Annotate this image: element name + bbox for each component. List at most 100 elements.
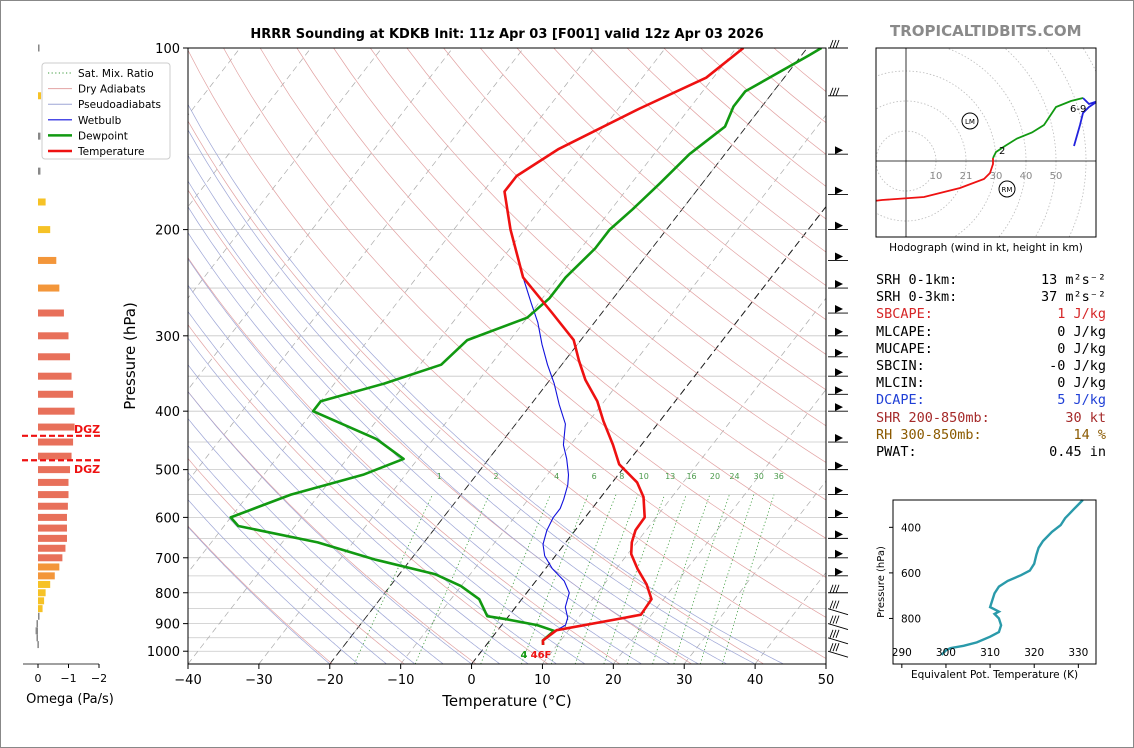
- legend-entry: Dewpoint: [78, 130, 128, 142]
- skewt-frame: [187, 47, 827, 665]
- isotherm-highlight: [471, 205, 826, 664]
- stat-value: 0.45 in: [1049, 444, 1106, 461]
- mixing-ratio-line: [721, 494, 775, 664]
- dry-adiabat: [259, 48, 826, 578]
- wind-barb: [827, 637, 849, 645]
- stats-panel: SRH 0-1km: 13 m²s⁻² SRH 0-3km: 37 m²s⁻² SBCA…: [876, 272, 1106, 461]
- thetae-x-label: Equivalent Pot. Temperature (K): [911, 669, 1078, 681]
- stat-label: DCAPE:: [876, 392, 925, 409]
- omega-bar: [38, 353, 71, 361]
- stat-row: MLCIN: 0 J/kg: [876, 375, 1106, 392]
- omega-bar: [38, 524, 67, 532]
- wind-barb-feather: [832, 39, 837, 49]
- wind-barb-feather: [835, 600, 840, 609]
- mixing-ratio-label: 20: [710, 472, 720, 481]
- pseudoadiabat: [188, 103, 784, 664]
- mixing-ratio-line: [652, 494, 711, 664]
- thetae-y-tick-label: 600: [901, 568, 921, 580]
- hodo-ring-label: 10: [930, 171, 943, 182]
- omega-bar: [38, 44, 40, 52]
- legend-entry: Temperature: [77, 146, 145, 158]
- wind-barb-feather: [835, 643, 840, 652]
- stat-label: SRH 0-1km:: [876, 272, 958, 288]
- wind-barb-feather: [832, 584, 837, 593]
- storm-marker-lm-label: LM: [965, 118, 975, 126]
- stat-label: MLCAPE:: [876, 323, 933, 340]
- stat-value: 0 J/kg: [1057, 340, 1106, 357]
- isotherm-highlight: [329, 48, 808, 664]
- stat-label: SBCIN:: [876, 358, 925, 375]
- hodo-ring-label: 21: [960, 171, 973, 182]
- y-tick-label: 200: [155, 224, 180, 239]
- mixing-ratio-label: 6: [592, 472, 597, 481]
- y-tick-label: 500: [155, 464, 180, 479]
- omega-bar: [38, 309, 64, 317]
- omega-bar: [38, 478, 69, 486]
- pseudoadiabat: [188, 206, 671, 664]
- omega-bar: [38, 390, 74, 398]
- omega-bar: [38, 372, 72, 380]
- y-tick-label: 400: [155, 405, 180, 420]
- hodo-ring-label: 40: [1020, 171, 1033, 182]
- x-tick-label: 40: [747, 673, 764, 688]
- mixing-ratio-line: [521, 494, 589, 664]
- storm-marker-rm-label: RM: [1002, 186, 1013, 194]
- wind-barbs: [827, 39, 849, 658]
- dry-adiabat: [188, 189, 692, 664]
- omega-bar: [38, 452, 72, 460]
- mixing-ratio-label: 13: [665, 472, 675, 481]
- stat-label: SBCAPE:: [876, 306, 933, 323]
- thetae-x-tick-label: 330: [1068, 647, 1088, 659]
- wind-barb-feather: [835, 87, 840, 96]
- wind-barb-feather: [829, 584, 834, 593]
- omega-tick-label: 0: [35, 672, 42, 685]
- wind-barb-flag: [835, 386, 843, 395]
- omega-panel: 0 −1 −2 Omega (Pa/s) DGZ DGZ: [22, 44, 114, 707]
- wind-barb-flag: [835, 403, 843, 412]
- omega-bar: [38, 513, 67, 521]
- site-watermark: TROPICALTIDBITS.COM: [890, 22, 1082, 40]
- wind-barb-flag: [835, 305, 843, 314]
- wind-barb-flag: [835, 530, 843, 539]
- mixing-ratio-label: 4: [554, 472, 559, 481]
- stat-value: 1 J/kg: [1057, 306, 1106, 323]
- hodo-trace: [1073, 97, 1096, 147]
- stat-value: 0 J/kg: [1057, 323, 1106, 340]
- storm-marker-rm: [998, 180, 1016, 198]
- omega-bar: [38, 132, 41, 140]
- omega-bar: [36, 634, 38, 642]
- y-axis-label: Pressure (hPa): [121, 302, 139, 410]
- omega-bar: [36, 620, 38, 628]
- stat-value: 30 kt: [1065, 409, 1106, 426]
- omega-bar: [38, 284, 60, 292]
- omega-bar: [38, 491, 69, 499]
- wind-barb-flag: [835, 186, 843, 195]
- stat-value: 13 m²s⁻²: [1040, 272, 1106, 288]
- y-tick-label: 1000: [147, 645, 180, 660]
- pseudoadiabat: [188, 526, 331, 664]
- omega-bar: [38, 423, 75, 431]
- mixing-ratio-line: [414, 494, 490, 664]
- omega-bar: [38, 572, 55, 580]
- omega-bar: [38, 502, 68, 510]
- omega-bar: [38, 438, 74, 446]
- omega-tick-label: −1: [60, 672, 76, 685]
- stat-value: 0 J/kg: [1057, 375, 1106, 392]
- mixing-ratio-label: 8: [619, 472, 624, 481]
- pseudoadiabat: [188, 472, 387, 664]
- mixing-ratio-line: [603, 494, 666, 664]
- mixing-ratio-line: [574, 494, 639, 664]
- wind-barb-flag: [835, 434, 843, 443]
- omega-bar: [38, 256, 57, 264]
- x-tick-label: −30: [245, 673, 272, 688]
- wind-barb-feather: [829, 600, 834, 609]
- wind-barb-feather: [829, 643, 834, 652]
- omega-bar: [38, 554, 63, 562]
- omega-bar: [38, 612, 40, 620]
- dry-adiabat: [333, 48, 826, 501]
- wind-barb-feather: [829, 87, 834, 96]
- stat-row: SBCIN: -0 J/kg: [876, 358, 1106, 375]
- dry-adiabat: [188, 324, 549, 664]
- omega-bar: [38, 605, 43, 613]
- stat-row: DCAPE: 5 J/kg: [876, 392, 1106, 409]
